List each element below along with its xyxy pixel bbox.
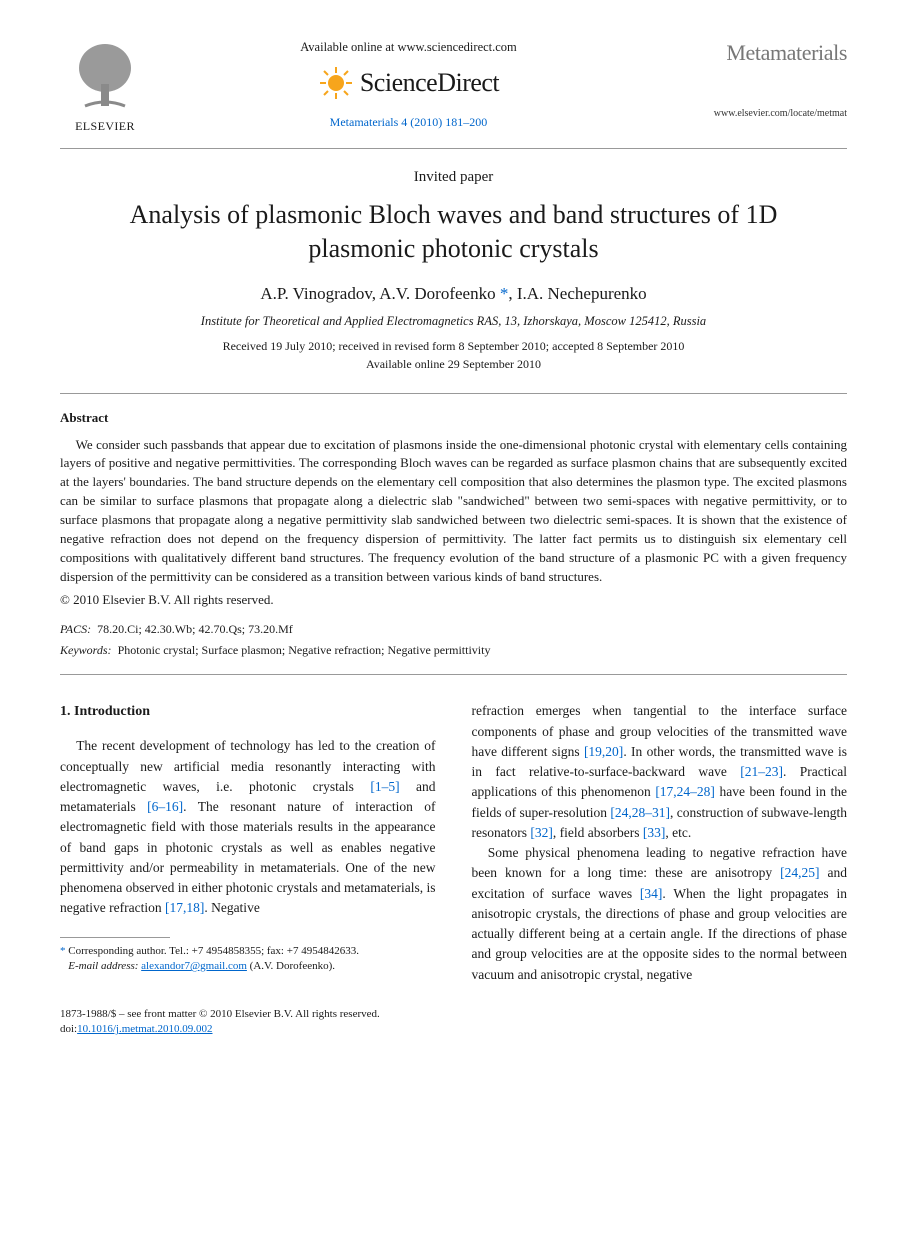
column-right: refraction emerges when tangential to th… [472,701,848,985]
copyright-line: © 2010 Elsevier B.V. All rights reserved… [60,592,847,608]
journal-name: Metamaterials [667,40,847,66]
citation-line: Metamaterials 4 (2010) 181–200 [150,115,667,130]
footnote-email-link[interactable]: alexandor7@gmail.com [141,960,247,972]
text-fragment: . The resonant nature of interaction of … [60,799,436,915]
divider [60,393,847,394]
sciencedirect-wordmark: ScienceDirect [360,68,499,98]
ref-link[interactable]: [33] [643,825,666,840]
invited-paper-label: Invited paper [60,169,847,186]
ref-link[interactable]: [17,18] [165,900,204,915]
pacs-values: 78.20.Ci; 42.30.Wb; 42.70.Qs; 73.20.Mf [97,622,293,636]
ref-link[interactable]: [24,28–31] [610,805,670,820]
text-fragment: , etc. [665,825,691,840]
keywords-values: Photonic crystal; Surface plasmon; Negat… [118,643,491,657]
abstract-text: We consider such passbands that appear d… [60,436,847,587]
ref-link[interactable]: [19,20] [584,744,623,759]
ref-link[interactable]: [24,25] [780,865,819,880]
ref-link[interactable]: [6–16] [147,799,183,814]
page-footer: 1873-1988/$ – see front matter © 2010 El… [60,1007,847,1038]
author-names-part1: A.P. Vinogradov, A.V. Dorofeenko [260,284,495,303]
footer-copyright: 1873-1988/$ – see front matter © 2010 El… [60,1008,380,1020]
abstract-heading: Abstract [60,410,847,426]
article-dates: Received 19 July 2010; received in revis… [60,337,847,373]
pacs-line: PACS: 78.20.Ci; 42.30.Wb; 42.70.Qs; 73.2… [60,622,847,637]
journal-url: www.elsevier.com/locate/metmat [667,108,847,119]
header-right: Metamaterials www.elsevier.com/locate/me… [667,40,847,119]
footnote-rule [60,937,170,938]
elsevier-tree-icon [71,40,139,116]
text-fragment: , field absorbers [553,825,643,840]
sciencedirect-logo: ScienceDirect [150,65,667,101]
corresponding-star-icon[interactable]: * [496,284,509,303]
available-online-text: Available online at www.sciencedirect.co… [150,40,667,55]
body-columns: 1. Introduction The recent development o… [60,701,847,985]
pacs-label: PACS: [60,622,91,636]
affiliation: Institute for Theoretical and Applied El… [60,314,847,329]
footnote-corr-text: Corresponding author. Tel.: +7 495485835… [68,945,359,957]
ref-link[interactable]: [34] [640,886,663,901]
divider [60,674,847,675]
paper-title: Analysis of plasmonic Bloch waves and ba… [60,198,847,266]
ref-link[interactable]: [21–23] [740,764,783,779]
author-list: A.P. Vinogradov, A.V. Dorofeenko *, I.A.… [60,284,847,304]
intro-paragraph-1-cont: refraction emerges when tangential to th… [472,701,848,843]
author-names-part2: , I.A. Nechepurenko [508,284,646,303]
corresponding-footnote: * Corresponding author. Tel.: +7 4954858… [60,944,436,975]
publisher-label: ELSEVIER [60,119,150,134]
sciencedirect-sun-icon [318,65,354,101]
doi-link[interactable]: 10.1016/j.metmat.2010.09.002 [77,1023,212,1035]
page-header: ELSEVIER Available online at www.science… [60,40,847,149]
ref-link[interactable]: [1–5] [370,779,399,794]
citation-link[interactable]: Metamaterials 4 (2010) 181–200 [330,115,488,129]
keywords-label: Keywords: [60,643,112,657]
intro-paragraph-2: Some physical phenomena leading to negat… [472,843,848,985]
footnote-email-label: E-mail address: [68,960,138,972]
keywords-line: Keywords: Photonic crystal; Surface plas… [60,643,847,658]
intro-paragraph-1: The recent development of technology has… [60,736,436,918]
publisher-logo-block: ELSEVIER [60,40,150,134]
dates-line1: Received 19 July 2010; received in revis… [223,339,685,353]
footnote-email-tail: (A.V. Dorofeenko). [247,960,335,972]
dates-line2: Available online 29 September 2010 [366,357,541,371]
footnote-star-icon: * [60,945,66,957]
text-fragment: . Negative [204,900,259,915]
ref-link[interactable]: [32] [530,825,553,840]
header-center: Available online at www.sciencedirect.co… [150,40,667,130]
ref-link[interactable]: [17,24–28] [655,784,715,799]
section-1-heading: 1. Introduction [60,701,436,722]
doi-label: doi: [60,1023,77,1035]
column-left: 1. Introduction The recent development o… [60,701,436,985]
